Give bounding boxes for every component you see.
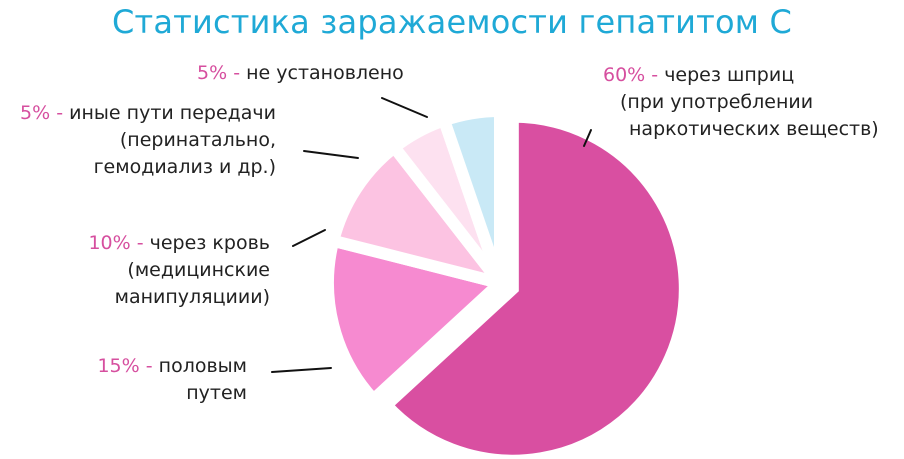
slice-label-sexual-line-1: 15% - половым [97,355,247,377]
slice-label-injection-line-2: (при употреблении [620,91,814,113]
leader-line-unknown [381,97,428,118]
slice-percent-injection: 60% - [603,64,659,86]
pie-slice-sexual [322,233,513,408]
slice-label-blood-line-2: (медицинские [127,259,270,281]
leader-line-sexual [271,367,332,373]
slice-percent-other-routes: 5% - [20,102,64,124]
leader-line-other-routes [303,150,359,159]
slice-percent-unknown: 5% - [197,62,241,84]
slice-label-sexual-line-2: путем [186,382,247,404]
slice-label-unknown: 5% - не установлено [197,60,404,87]
slice-label-blood-line-3: манипуляциии) [114,286,270,308]
leader-line-injection [583,129,592,147]
chart-title: Статистика заражаемости гепатитом С [111,3,793,41]
leader-line-blood [292,229,326,247]
slice-label-other-routes-line-3: гемодиализ и др.) [93,156,276,178]
slice-percent-blood: 10% - [88,232,144,254]
slice-label-other-routes: 5% - иные пути передачи (перинатально, г… [1,100,276,181]
slice-label-injection-line-3: наркотических веществ) [629,118,879,140]
slice-label-blood: 10% - через кровь (медицинские манипуляц… [48,230,270,311]
slice-label-injection: 60% - через шприц (при употреблении нарк… [603,62,879,143]
slice-label-other-routes-line-1: 5% - иные пути передачи [20,102,276,124]
slice-label-unknown-line-1: 5% - не установлено [197,62,404,84]
pie-slice-injection [377,110,691,459]
slice-label-blood-line-1: 10% - через кровь [88,232,270,254]
pie-slice-unknown [436,104,506,285]
slice-percent-sexual: 15% - [97,355,153,377]
slice-label-injection-line-1: 60% - через шприц [603,64,795,86]
slice-label-other-routes-line-2: (перинатально, [119,129,276,151]
slice-label-sexual: 15% - половым путем [84,353,247,407]
